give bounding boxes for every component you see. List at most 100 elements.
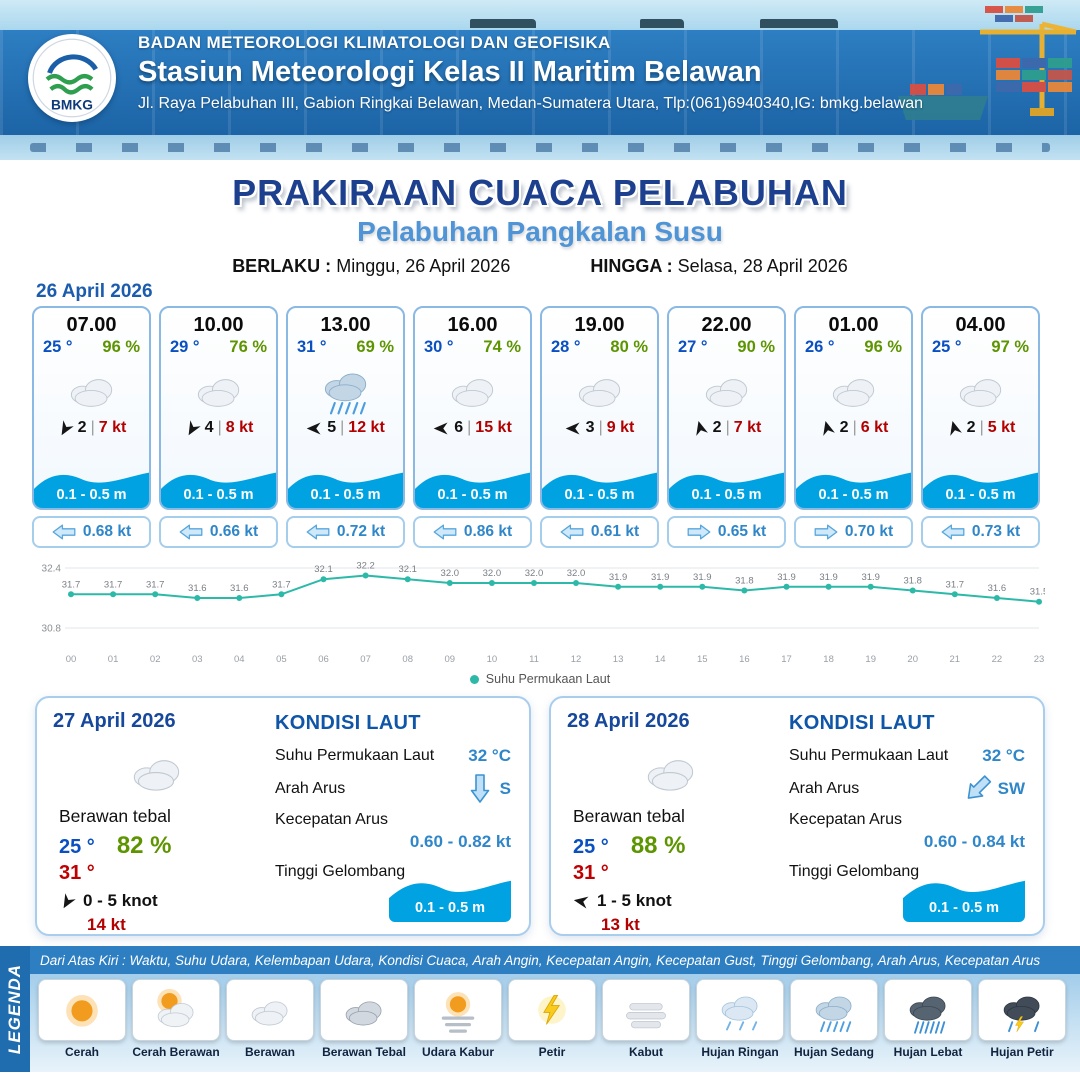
forecast-card-main: 01.00 26 ° 96 % 2 | 6 kt 0.1 - 0.5 m	[794, 306, 913, 510]
current-speed-value: 0.60 - 0.82 kt	[409, 832, 511, 851]
air-temperature: 26 °	[805, 338, 835, 356]
temp-min: 25 °	[573, 836, 609, 858]
wind-range: 0 - 5 knot	[83, 891, 158, 910]
wind-direction-icon	[54, 416, 77, 439]
current-speed-value: 0.86 kt	[463, 523, 513, 540]
humidity: 82 %	[116, 832, 172, 859]
current-speed-box: 0.65 kt	[667, 516, 786, 548]
wave-height-band: 0.1 - 0.5 m	[669, 464, 784, 508]
wind-speed: 7 kt	[98, 419, 127, 436]
wind-row: 1 - 5 knot	[573, 891, 768, 911]
station-address: Jl. Raya Pelabuhan III, Gabion Ringkai B…	[138, 95, 924, 112]
org-name: BADAN METEOROLOGI KLIMATOLOGI DAN GEOFIS…	[138, 33, 611, 52]
current-direction-icon	[959, 770, 996, 807]
weather-condition: Berawan tebal	[59, 806, 171, 826]
sst-chart: 32.4 30.8 31.7 31.7 31.7 31.6 31.6 31.7 32.1 32.2…	[35, 554, 1049, 687]
forecast-time: 19.00	[574, 314, 625, 336]
separator: |	[217, 419, 222, 436]
gust-speed: 13 kt	[601, 915, 640, 934]
current-direction-icon	[468, 774, 491, 804]
forecast-card-main: 10.00 29 ° 76 % 4 | 8 kt 0.1 - 0.5 m	[159, 306, 278, 510]
svg-text:31.7: 31.7	[946, 579, 965, 590]
current-speed-value: 0.70 kt	[844, 523, 894, 540]
svg-text:07: 07	[360, 654, 371, 665]
weather-icon	[696, 979, 784, 1041]
svg-text:06: 06	[318, 654, 329, 665]
air-temperature: 29 °	[170, 338, 200, 356]
svg-text:32.1: 32.1	[314, 564, 333, 575]
svg-text:18: 18	[823, 654, 834, 665]
wave-height-value: 0.1 - 0.5 m	[928, 900, 1000, 916]
wind-direction-icon	[56, 889, 79, 912]
daily-summary-card: 28 April 2026 Berawan tebal 25 ° 88 % 31…	[549, 696, 1045, 936]
wave-height-label: Tinggi Gelombang	[789, 863, 920, 880]
svg-text:14: 14	[655, 654, 666, 665]
wind-gust-value: 3	[585, 419, 595, 436]
daily-summary-row: 27 April 2026 Berawan tebal 25 ° 82 % 31…	[35, 696, 1045, 936]
current-speed-label: Kecepatan Arus	[789, 811, 902, 828]
ship-icon	[640, 19, 684, 28]
valid-until-value: Selasa, 28 April 2026	[677, 256, 848, 276]
chart-series-label: Suhu Permukaan Laut	[485, 672, 611, 686]
current-speed-box: 0.72 kt	[286, 516, 405, 548]
wave-icon	[415, 472, 530, 508]
wind-row: 5 | 12 kt	[306, 419, 385, 437]
title-block: PRAKIRAAN CUACA PELABUHAN Pelabuhan Pang…	[0, 160, 1080, 277]
temp-humidity-row: 31 ° 69 %	[288, 337, 403, 357]
valid-until-label: HINGGA :	[590, 256, 673, 276]
svg-text:05: 05	[276, 654, 287, 665]
summary-date: 28 April 2026	[567, 710, 690, 732]
legend-item-label: Hujan Ringan	[701, 1045, 779, 1059]
legend-item-label: Hujan Sedang	[793, 1045, 874, 1059]
weather-icon	[443, 359, 503, 419]
header-sky-illustration	[0, 0, 1080, 30]
forecast-card: 16.00 30 ° 74 % 6 | 15 kt 0.1 - 0.5 m	[413, 306, 532, 548]
svg-text:31.6: 31.6	[188, 583, 207, 594]
legend-item: Hujan Petir	[978, 979, 1066, 1059]
svg-text:31.7: 31.7	[104, 579, 123, 590]
air-temperature: 30 °	[424, 338, 454, 356]
svg-text:16: 16	[739, 654, 750, 665]
chart-legend: Suhu Permukaan Laut	[35, 672, 1045, 686]
separator: |	[90, 419, 95, 436]
wind-speed: 15 kt	[475, 419, 512, 436]
sst-label: Suhu Permukaan Laut	[275, 747, 435, 764]
temp-humidity-row: 25 ° 97 %	[923, 337, 1038, 357]
svg-text:31.6: 31.6	[230, 583, 249, 594]
current-direction: S	[465, 774, 511, 803]
svg-text:31.9: 31.9	[651, 572, 670, 583]
legend-item-label: Cerah	[64, 1045, 99, 1059]
forecast-cards-row: 07.00 25 ° 96 % 2 | 7 kt 0.1 - 0.5 m	[32, 306, 1048, 548]
wind-speed: 12 kt	[348, 419, 385, 436]
summary-weather-column: Berawan tebal 25 ° 88 % 31 ° 1 - 5 knot …	[573, 738, 768, 934]
weather-icon	[414, 979, 502, 1041]
svg-text:08: 08	[402, 654, 413, 665]
weather-icon	[62, 359, 122, 419]
current-direction-row: Arah Arus SW	[789, 775, 1025, 800]
wave-height-value: 0.1 - 0.5 m	[437, 487, 508, 503]
weather-icon	[132, 979, 220, 1041]
current-direction-icon	[433, 523, 457, 541]
weather-icon	[602, 979, 690, 1041]
temp-humidity-row: 25 ° 82 %	[59, 832, 254, 860]
wind-direction-icon	[306, 420, 323, 437]
svg-text:31.9: 31.9	[609, 572, 628, 583]
forecast-card-main: 22.00 27 ° 90 % 2 | 7 kt 0.1 - 0.5 m	[667, 306, 786, 510]
current-speed-value: 0.60 - 0.84 kt	[923, 832, 1025, 851]
temp-humidity-row: 26 ° 96 %	[796, 337, 911, 357]
forecast-date: 26 April 2026	[36, 281, 153, 302]
weather-icon	[638, 738, 704, 804]
wind-gust-value: 6	[454, 419, 464, 436]
svg-text:32.0: 32.0	[525, 568, 544, 579]
current-speed-box: 0.61 kt	[540, 516, 659, 548]
temp-humidity-row: 30 ° 74 %	[415, 337, 530, 357]
sst-label: Suhu Permukaan Laut	[789, 747, 949, 764]
temp-max: 31 °	[573, 862, 609, 884]
forecast-card-main: 04.00 25 ° 97 % 2 | 5 kt 0.1 - 0.5 m	[921, 306, 1040, 510]
forecast-card: 07.00 25 ° 96 % 2 | 7 kt 0.1 - 0.5 m	[32, 306, 151, 548]
wave-height-value: 0.1 - 0.5 m	[310, 487, 381, 503]
temp-max: 31 °	[59, 862, 95, 884]
humidity: 96 %	[102, 338, 140, 356]
wind-gust-value: 4	[204, 419, 214, 436]
separator: |	[852, 419, 857, 436]
